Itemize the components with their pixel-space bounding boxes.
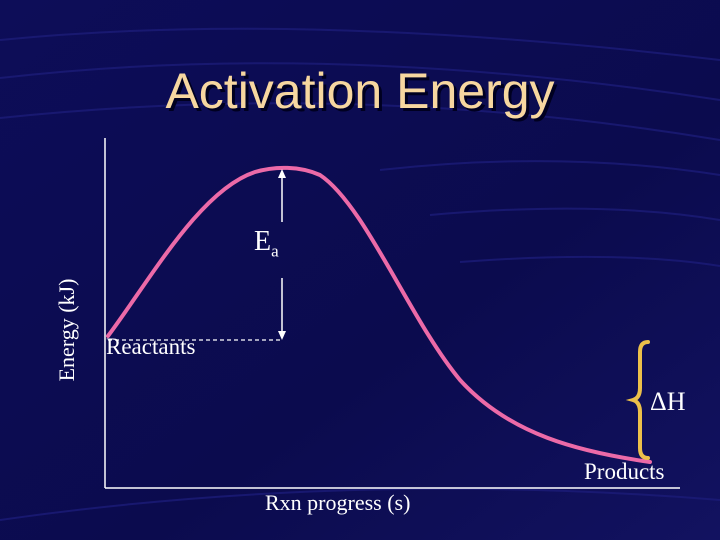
activation-energy-label: Ea (254, 226, 279, 262)
delta-h-label: ΔH (650, 387, 686, 416)
delta-h-brace (625, 340, 650, 460)
x-axis-label: Rxn progress (s) (265, 490, 411, 515)
energy-curve (106, 165, 652, 464)
ea-main: E (254, 226, 272, 257)
background-streaks (0, 27, 720, 521)
ea-arrow (278, 169, 286, 340)
y-axis-label: Energy (kJ) (54, 278, 79, 382)
ea-subscript: a (271, 241, 279, 261)
products-label: Products (584, 459, 665, 484)
reactants-label: Reactants (106, 334, 196, 359)
slide-title: Activation Energy (165, 63, 555, 119)
